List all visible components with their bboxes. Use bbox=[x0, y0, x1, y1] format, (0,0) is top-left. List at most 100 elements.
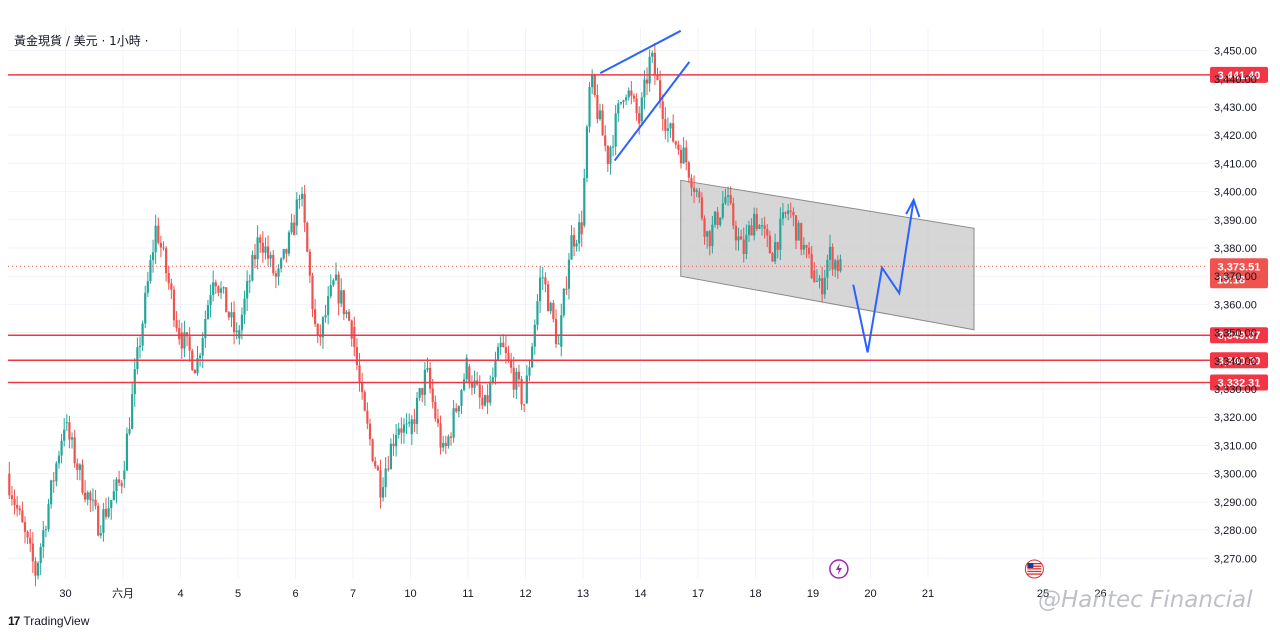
candle-body bbox=[766, 229, 769, 236]
candle-body bbox=[374, 461, 377, 467]
candle-body bbox=[280, 258, 283, 269]
candle-body bbox=[640, 97, 643, 122]
candle-body bbox=[685, 147, 688, 163]
candle-body bbox=[653, 52, 656, 76]
candle-body bbox=[436, 418, 440, 424]
candle-body bbox=[381, 487, 385, 498]
candle-body bbox=[86, 492, 89, 500]
candle-body bbox=[104, 509, 108, 517]
candle-body bbox=[674, 141, 677, 145]
candle-body bbox=[713, 211, 717, 225]
tradingview-brand[interactable]: 17 TradingView bbox=[8, 614, 89, 628]
x-tick-label: 4 bbox=[177, 588, 183, 600]
candle-body bbox=[303, 193, 306, 223]
candle-body bbox=[235, 330, 238, 333]
candle-body bbox=[29, 537, 32, 544]
candle-body bbox=[502, 342, 505, 347]
x-tick-label: 26 bbox=[1094, 588, 1106, 600]
candle-body bbox=[821, 278, 824, 295]
x-tick-label: 14 bbox=[634, 588, 646, 600]
candle-body bbox=[719, 217, 722, 225]
candle-body bbox=[426, 367, 429, 370]
candle-body bbox=[807, 247, 811, 255]
candle-body bbox=[716, 211, 719, 225]
candle-body bbox=[429, 367, 432, 389]
flag-stripe bbox=[1027, 570, 1042, 573]
symbol-label[interactable]: 黃金現貨 / 美元 · 1小時 · bbox=[14, 34, 149, 48]
forecast-arrow-head bbox=[905, 197, 921, 218]
candle-body bbox=[253, 255, 257, 260]
y-tick-label: 3,390.00 bbox=[1214, 215, 1257, 227]
candle-body bbox=[572, 235, 576, 247]
candle-body bbox=[274, 273, 277, 277]
candle-body bbox=[538, 277, 542, 302]
candle-body bbox=[510, 360, 513, 368]
candle-body bbox=[747, 225, 751, 236]
x-tick-label: 20 bbox=[864, 588, 876, 600]
candle-body bbox=[368, 423, 372, 440]
candle-body bbox=[321, 317, 325, 338]
candle-body bbox=[405, 423, 408, 425]
candle-body bbox=[246, 281, 249, 299]
trend-lines bbox=[599, 29, 921, 353]
y-tick-label: 3,430.00 bbox=[1214, 102, 1257, 114]
candle-body bbox=[481, 397, 484, 406]
candle-body bbox=[154, 225, 157, 253]
candle-body bbox=[648, 56, 651, 84]
candle-body bbox=[541, 277, 544, 279]
candle-body bbox=[410, 419, 413, 435]
price-axis[interactable]: 3,270.00 3,280.00 3,290.00 3,300.00 3,310.00… bbox=[1214, 46, 1257, 566]
level-tag-label: 3,332.31 bbox=[1218, 378, 1261, 390]
candle-body bbox=[57, 455, 61, 464]
candle-body bbox=[52, 480, 55, 482]
candle-body bbox=[726, 195, 730, 197]
y-tick-label: 3,420.00 bbox=[1214, 130, 1257, 142]
candle-body bbox=[494, 360, 497, 378]
flag-stripe bbox=[1027, 565, 1042, 567]
candle-body bbox=[622, 100, 625, 102]
candle-body bbox=[442, 443, 445, 448]
candle-body bbox=[39, 546, 42, 564]
candle-body bbox=[483, 395, 487, 406]
candle-body bbox=[797, 223, 800, 241]
candle-body bbox=[44, 529, 47, 531]
candle-body bbox=[395, 434, 398, 447]
candle-body bbox=[112, 491, 115, 501]
candle-body bbox=[447, 436, 450, 446]
candle-body bbox=[117, 479, 121, 483]
candle-body bbox=[677, 144, 680, 150]
candle-body bbox=[575, 243, 578, 247]
candle-body bbox=[462, 379, 466, 391]
candle-body bbox=[78, 464, 81, 470]
candle-body bbox=[295, 199, 298, 226]
candle-body bbox=[230, 312, 233, 318]
candle-body bbox=[316, 323, 319, 335]
y-tick-label: 3,310.00 bbox=[1214, 440, 1257, 452]
candle-body bbox=[489, 382, 492, 403]
candle-body bbox=[308, 251, 311, 276]
candle-body bbox=[734, 225, 737, 241]
candle-body bbox=[212, 282, 215, 295]
candle-body bbox=[632, 95, 636, 99]
candle-body bbox=[763, 225, 766, 230]
candle-body bbox=[570, 235, 573, 260]
time-axis[interactable]: 30 六月 4 5 6 7 10 11 12 13 14 17 18 19 20 21 25 26 bbox=[59, 587, 1106, 600]
candle-body bbox=[188, 336, 191, 351]
candle-body bbox=[611, 146, 615, 148]
candle-body bbox=[591, 74, 594, 88]
candle-body bbox=[243, 298, 246, 315]
candle-body bbox=[823, 277, 826, 295]
candle-body bbox=[444, 443, 447, 446]
candle-body bbox=[512, 367, 515, 390]
horizontal-levels: 3,441.40 3,349.07 3,340.20 3,332.31 3,373.51… bbox=[8, 66, 1268, 391]
candle-body bbox=[449, 436, 453, 438]
x-tick-label: 19 bbox=[807, 588, 819, 600]
candle-body bbox=[776, 242, 779, 250]
candle-body bbox=[353, 326, 356, 348]
candle-body bbox=[708, 231, 711, 247]
candle-body bbox=[669, 123, 672, 129]
candle-body bbox=[73, 437, 76, 464]
candle-body bbox=[151, 252, 155, 261]
candle-body bbox=[839, 259, 842, 272]
